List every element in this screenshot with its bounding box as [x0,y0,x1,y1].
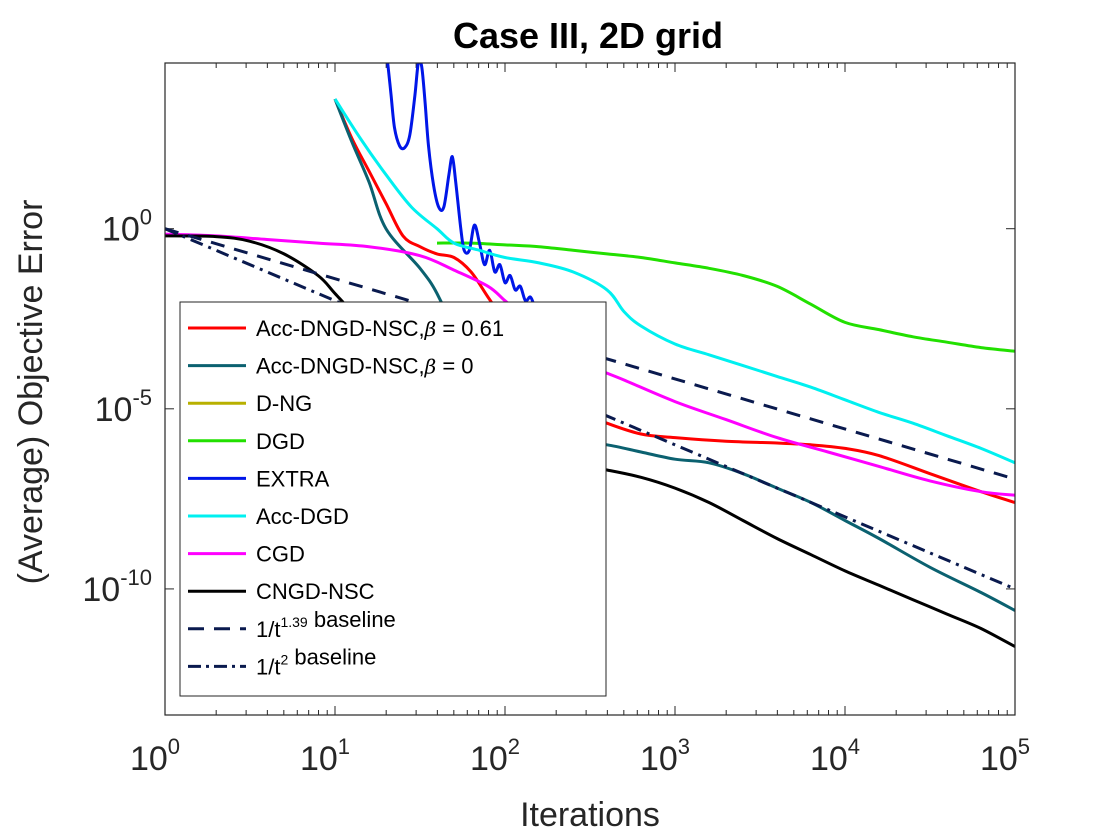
legend: Acc-DNGD-NSC,β = 0.61 Acc-DNGD-NSC,β = 0 D… [179,301,607,697]
x-tick-label: 101 [300,734,350,778]
x-axis-label: Iterations [520,796,660,834]
x-tick-labels: 100 101 102 103 104 105 [130,734,1030,778]
series-line-acc_dgd [333,98,1015,465]
y-tick-labels: 100 10-5 10-10 [82,205,152,609]
y-tick-label: 10-5 [95,385,152,429]
legend-label-dgd: DGD [256,429,305,454]
plot-frame [164,62,1016,716]
series-line-dgd [436,241,1015,353]
legend-label-base_2: 1/t2 baseline [256,644,376,679]
x-tick-label: 102 [470,734,520,778]
legend-box [179,301,607,697]
legend-label-acc_dngd_b0: Acc-DNGD-NSC,β = 0 [256,354,474,379]
y-axis-label: (Average) Objective Error [12,200,50,585]
legend-label-cgd: CGD [256,542,305,567]
x-tick-label: 104 [810,734,860,778]
legend-label-acc_dgd: Acc-DGD [256,504,349,529]
y-tick-label: 10-10 [82,565,152,609]
legend-label-dng: D-NG [256,391,312,416]
chart-title: Case III, 2D grid [453,15,723,56]
legend-label-extra: EXTRA [256,466,330,491]
legend-label-base_139: 1/t1.39 baseline [256,607,396,642]
x-tick-label: 105 [980,734,1030,778]
series-line-extra [386,63,554,321]
x-tick-label: 103 [640,734,690,778]
legend-label-acc_dngd_b061: Acc-DNGD-NSC,β = 0.61 [256,316,504,341]
legend-label-cngd_nsc: CNGD-NSC [256,579,375,604]
y-tick-label: 100 [102,205,152,249]
series-line-base_2 [165,227,1015,591]
x-tick-label: 100 [130,734,180,778]
